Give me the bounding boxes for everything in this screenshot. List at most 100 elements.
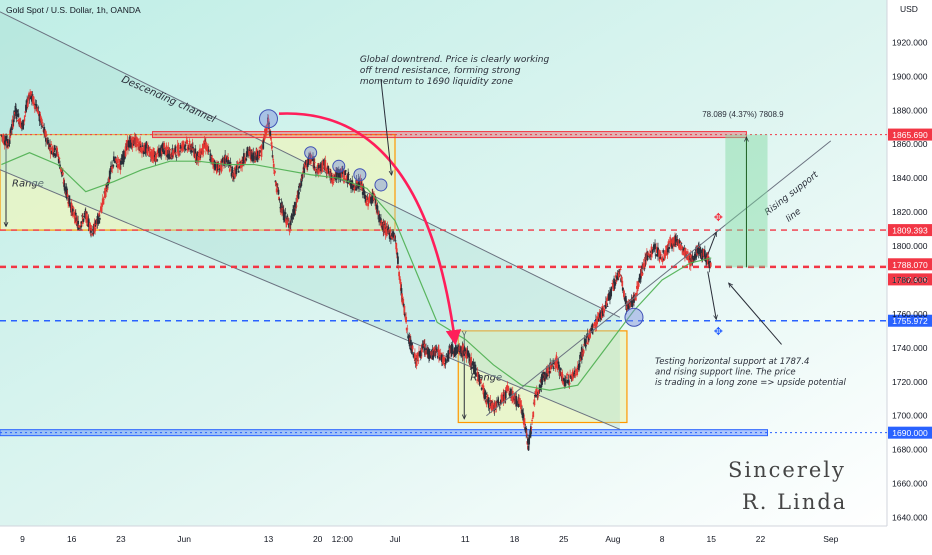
candle-body — [520, 407, 522, 409]
candle-body — [662, 258, 665, 260]
candle-body — [130, 141, 133, 147]
candle-body — [361, 191, 364, 195]
candle-body — [175, 152, 177, 154]
bull-marker-icon: ✥ — [714, 212, 723, 224]
candle-body — [411, 345, 414, 350]
candle-body — [528, 437, 531, 445]
candle-body — [702, 249, 705, 256]
candle-body — [537, 390, 540, 395]
candle-body — [578, 362, 581, 368]
candle-body — [253, 156, 256, 160]
candle-body — [177, 147, 180, 150]
candle-body — [280, 202, 283, 210]
candle-body — [698, 246, 700, 253]
candle-body — [396, 252, 399, 256]
candle-body — [33, 105, 36, 110]
candle-body — [278, 198, 281, 201]
candle-body — [364, 195, 367, 203]
candle-body — [40, 119, 43, 124]
candle-body — [693, 255, 696, 260]
x-tick-label: 9 — [20, 534, 25, 544]
candle-body — [613, 278, 615, 284]
candle-body — [609, 291, 611, 301]
candle-body — [691, 255, 694, 263]
candle-body — [511, 390, 514, 401]
candle-body — [385, 227, 388, 236]
candle-body — [170, 157, 173, 160]
candle-body — [141, 145, 144, 147]
candle-body — [166, 154, 169, 156]
candle-body — [163, 150, 166, 153]
candle-body — [12, 120, 15, 123]
candle-body — [139, 141, 142, 150]
candle-body — [33, 102, 36, 106]
candle-body — [538, 389, 540, 393]
candle-body — [398, 276, 401, 280]
candle-body — [419, 350, 422, 359]
x-tick-label: Sep — [823, 534, 838, 544]
candle-body — [574, 374, 577, 377]
candle-body — [74, 212, 77, 215]
candle-body — [232, 172, 235, 180]
candle-body — [264, 129, 266, 133]
candle-body — [211, 158, 214, 165]
candle-body — [152, 149, 155, 154]
candle-body — [591, 323, 594, 334]
candle-body — [324, 168, 327, 172]
candle-body — [278, 196, 280, 200]
candle-body — [250, 149, 253, 159]
candle-body — [619, 274, 621, 277]
candle-body — [597, 317, 600, 318]
candle-body — [356, 180, 358, 183]
candle-body — [276, 188, 279, 191]
candle-body — [153, 152, 156, 156]
candle-body — [519, 400, 522, 407]
candle-body — [350, 184, 353, 188]
candle-body — [484, 393, 487, 395]
candle-body — [535, 394, 538, 398]
candle-body — [145, 144, 147, 154]
y-tick-label: 1760.000 — [892, 309, 928, 319]
candle-body — [202, 150, 205, 153]
candle-body — [349, 182, 351, 186]
candle-body — [480, 381, 483, 383]
candle-body — [669, 239, 672, 244]
candle-body — [156, 159, 159, 161]
candle-body — [551, 365, 554, 367]
candle-body — [86, 216, 89, 223]
candle-body — [71, 207, 74, 216]
candle-body — [166, 155, 169, 157]
candle-body — [641, 273, 644, 275]
candle-body — [424, 350, 427, 355]
candle-body — [22, 123, 25, 126]
candle-body — [373, 194, 376, 195]
candle-body — [511, 399, 514, 401]
candle-body — [621, 287, 624, 291]
candle-body — [11, 124, 13, 130]
candle-body — [443, 357, 446, 362]
candle-body — [680, 242, 683, 244]
candle-body — [652, 247, 655, 249]
candle-body — [586, 342, 589, 345]
candle-body — [58, 157, 61, 159]
candle-body — [474, 367, 477, 371]
candle-body — [541, 373, 543, 385]
candle-body — [272, 159, 275, 161]
candle-body — [119, 160, 122, 165]
candle-body — [261, 141, 264, 143]
candle-body — [425, 348, 427, 350]
candle-body — [265, 125, 268, 133]
candle-body — [45, 138, 47, 142]
moving-average-line — [1, 152, 712, 391]
candle-body — [80, 221, 83, 224]
candle-body — [298, 183, 301, 188]
y-tick-label: 1720.000 — [892, 377, 928, 387]
candle-body — [402, 298, 405, 306]
candle-body — [470, 367, 473, 370]
candle-body — [35, 104, 38, 112]
candle-body — [507, 386, 510, 388]
candle-body — [670, 239, 673, 242]
candle-body — [15, 117, 18, 119]
candle-body — [654, 243, 656, 250]
